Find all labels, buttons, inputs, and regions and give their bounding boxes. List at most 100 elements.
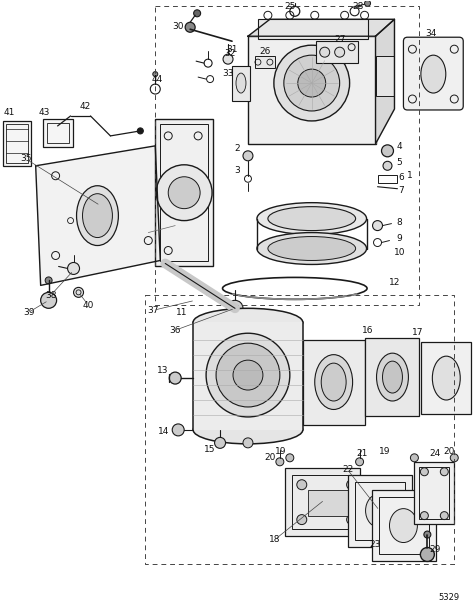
Ellipse shape <box>321 363 346 401</box>
Bar <box>308 490 352 516</box>
Text: 38: 38 <box>45 291 56 300</box>
Circle shape <box>216 343 280 407</box>
Circle shape <box>286 454 294 462</box>
Bar <box>43 119 73 147</box>
Ellipse shape <box>315 354 353 409</box>
Ellipse shape <box>376 353 409 401</box>
Circle shape <box>297 480 307 490</box>
Circle shape <box>156 165 212 220</box>
Circle shape <box>233 360 263 390</box>
Ellipse shape <box>76 186 118 245</box>
Bar <box>377 175 398 183</box>
Text: 32: 32 <box>224 49 236 58</box>
Ellipse shape <box>365 494 393 527</box>
Circle shape <box>440 468 448 476</box>
Circle shape <box>194 10 201 17</box>
Bar <box>365 338 419 416</box>
Polygon shape <box>248 19 394 36</box>
Bar <box>355 482 405 540</box>
Circle shape <box>346 515 356 524</box>
Circle shape <box>335 47 345 57</box>
Text: 29: 29 <box>429 545 441 554</box>
Circle shape <box>284 55 340 111</box>
Text: 24: 24 <box>430 449 441 459</box>
Circle shape <box>382 145 393 157</box>
Bar <box>155 119 213 267</box>
Ellipse shape <box>268 206 356 231</box>
Text: 31: 31 <box>226 44 238 54</box>
Text: 40: 40 <box>83 301 94 310</box>
Text: 30: 30 <box>173 22 184 31</box>
Text: 42: 42 <box>80 102 91 111</box>
Bar <box>347 475 412 546</box>
Circle shape <box>320 47 330 57</box>
Circle shape <box>365 1 371 6</box>
Bar <box>46 123 69 143</box>
Text: 44: 44 <box>152 74 163 83</box>
Bar <box>375 56 394 96</box>
Circle shape <box>346 480 356 490</box>
Text: 4: 4 <box>397 143 402 152</box>
Circle shape <box>206 333 290 417</box>
Ellipse shape <box>236 73 246 93</box>
Text: 26: 26 <box>259 47 271 55</box>
Circle shape <box>215 437 226 448</box>
Text: 22: 22 <box>342 465 353 474</box>
Text: 25: 25 <box>284 2 295 11</box>
Ellipse shape <box>257 203 366 234</box>
Text: 11: 11 <box>176 308 188 317</box>
Bar <box>258 19 367 39</box>
Circle shape <box>420 512 428 519</box>
Ellipse shape <box>193 416 303 444</box>
Text: 21: 21 <box>356 449 367 459</box>
Circle shape <box>169 372 181 384</box>
Text: 15: 15 <box>204 445 216 454</box>
Circle shape <box>276 458 284 466</box>
Bar <box>414 462 454 524</box>
Text: 23: 23 <box>370 540 381 549</box>
Text: 6: 6 <box>399 173 404 182</box>
Text: 16: 16 <box>362 326 374 335</box>
Text: 8: 8 <box>397 218 402 227</box>
Circle shape <box>185 23 195 32</box>
Circle shape <box>373 220 383 231</box>
Circle shape <box>420 547 434 561</box>
Bar <box>372 490 437 561</box>
Text: 5: 5 <box>397 158 402 167</box>
Text: 17: 17 <box>411 328 423 337</box>
Circle shape <box>274 45 350 121</box>
Text: 34: 34 <box>426 29 437 38</box>
Bar <box>6 124 27 163</box>
Text: 1: 1 <box>407 171 412 180</box>
Circle shape <box>243 151 253 161</box>
Text: 36: 36 <box>170 326 181 335</box>
Text: 19: 19 <box>379 448 390 456</box>
Polygon shape <box>375 19 394 144</box>
Circle shape <box>450 454 458 462</box>
Circle shape <box>440 512 448 519</box>
FancyBboxPatch shape <box>403 37 463 110</box>
Circle shape <box>410 454 419 462</box>
Ellipse shape <box>390 509 418 543</box>
Bar <box>421 342 471 414</box>
Bar <box>379 497 429 554</box>
Text: 2: 2 <box>234 144 240 153</box>
Ellipse shape <box>432 356 460 400</box>
Text: 41: 41 <box>3 108 14 118</box>
Circle shape <box>297 515 307 524</box>
Circle shape <box>383 161 392 171</box>
Bar <box>285 468 360 535</box>
Text: 28: 28 <box>352 2 363 11</box>
Bar <box>292 475 354 529</box>
Text: 3: 3 <box>234 166 240 175</box>
Circle shape <box>356 458 364 466</box>
Text: 33: 33 <box>222 69 234 77</box>
Circle shape <box>137 128 143 134</box>
Circle shape <box>298 69 326 97</box>
Circle shape <box>45 277 52 284</box>
Polygon shape <box>36 146 160 286</box>
Circle shape <box>168 177 200 209</box>
Ellipse shape <box>383 361 402 393</box>
Text: 35: 35 <box>20 154 31 163</box>
Circle shape <box>243 438 253 448</box>
